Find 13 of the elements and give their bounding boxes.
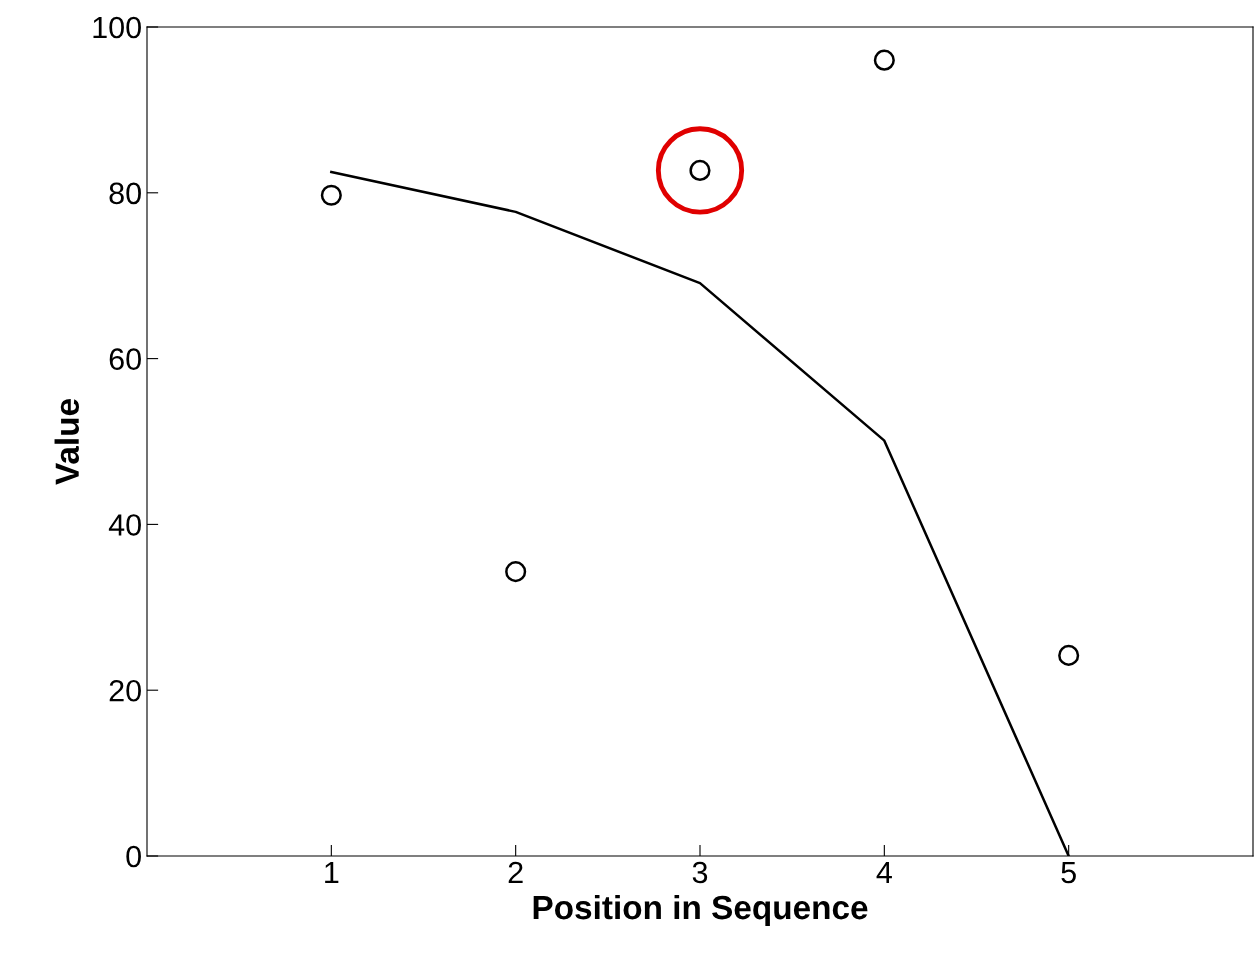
x-axis-title: Position in Sequence xyxy=(533,894,868,926)
x-tick-label: 4 xyxy=(876,861,892,883)
y-axis-title: Value xyxy=(54,399,80,485)
y-tick-label: 100 xyxy=(93,16,141,39)
x-tick-label: 2 xyxy=(508,861,523,883)
x-tick-label: 3 xyxy=(692,861,708,884)
y-tick-label: 20 xyxy=(109,679,141,702)
x-tick-label: 5 xyxy=(1061,861,1076,884)
x-tick-label: 1 xyxy=(325,861,339,883)
y-tick-label: 60 xyxy=(109,348,141,370)
y-tick-label: 80 xyxy=(109,182,141,205)
y-tick-label: 40 xyxy=(108,514,141,536)
y-tick-label: 0 xyxy=(126,845,141,868)
